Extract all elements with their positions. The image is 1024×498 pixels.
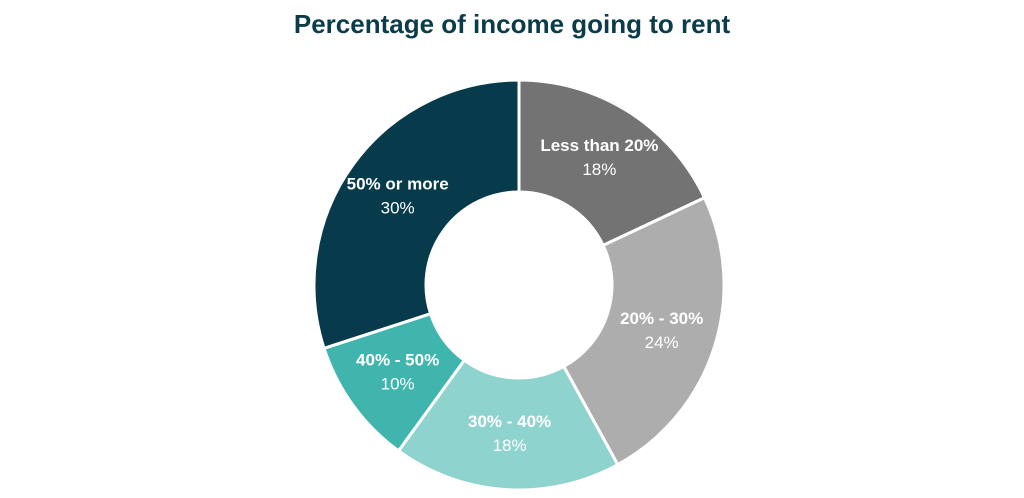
- value-label: 18%: [493, 436, 527, 455]
- value-label: 30%: [381, 198, 415, 217]
- slice-label: 20% - 30%: [620, 309, 703, 328]
- slice-label: Less than 20%: [540, 136, 658, 155]
- slice-label: 50% or more: [347, 174, 449, 193]
- slice-label: 30% - 40%: [468, 412, 551, 431]
- chart-title: Percentage of income going to rent: [294, 9, 731, 39]
- slice-label: 40% - 50%: [356, 351, 439, 370]
- slice: [561, 195, 726, 467]
- value-label: 24%: [645, 333, 679, 352]
- value-label: 10%: [381, 375, 415, 394]
- slice: [517, 78, 707, 248]
- value-label: 18%: [582, 160, 616, 179]
- slice: [312, 78, 521, 351]
- slice: [396, 358, 620, 492]
